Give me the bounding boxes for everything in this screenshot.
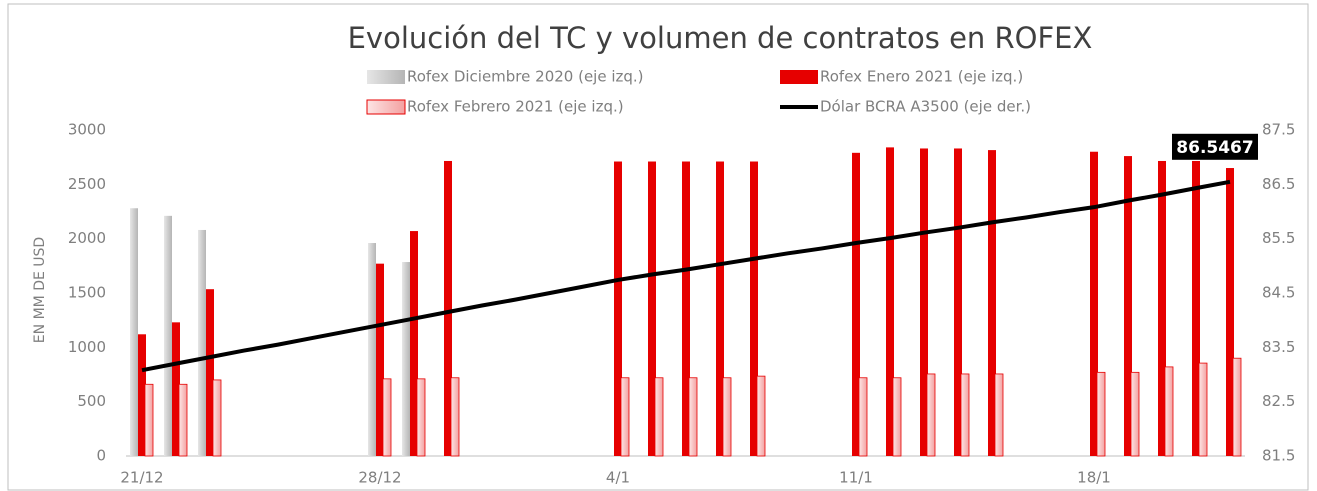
bar — [410, 231, 418, 456]
y-tick-label: 2500 — [68, 175, 106, 193]
y2-tick-label: 87.5 — [1262, 121, 1295, 139]
data-label: 86.5467 — [1176, 138, 1253, 158]
x-tick-label: 21/12 — [120, 469, 163, 487]
line — [141, 179, 1231, 373]
legend-swatch — [366, 99, 406, 115]
legend-swatch — [780, 70, 818, 84]
bar — [960, 373, 970, 457]
bar — [614, 161, 622, 456]
legend-label: Rofex Diciembre 2020 (eje izq.) — [407, 68, 644, 86]
y-tick-label: 0 — [96, 447, 106, 465]
bar — [954, 148, 962, 456]
bar — [1096, 371, 1106, 457]
bar — [722, 377, 732, 457]
legend-label: Rofex Enero 2021 (eje izq.) — [820, 68, 1023, 86]
bar — [444, 160, 452, 456]
bar — [402, 262, 410, 456]
bar — [886, 147, 894, 457]
bar — [648, 161, 656, 456]
bar — [688, 377, 698, 457]
y2-tick-label: 85.5 — [1262, 229, 1295, 247]
y2-tick-label: 84.5 — [1262, 284, 1295, 302]
bar — [920, 148, 928, 456]
bar — [416, 378, 426, 457]
bar — [926, 373, 936, 457]
bar — [1232, 357, 1242, 457]
bar — [138, 334, 146, 456]
x-tick-label: 11/1 — [839, 469, 873, 487]
bar — [212, 379, 222, 457]
x-tick-label: 4/1 — [606, 469, 630, 487]
legend-label: Rofex Febrero 2021 (eje izq.) — [407, 98, 624, 116]
bar — [198, 229, 206, 456]
bar — [206, 289, 214, 456]
y2-tick-label: 83.5 — [1262, 338, 1295, 356]
bar — [164, 215, 172, 456]
y-axis-label: EN MM DE USD — [32, 237, 48, 343]
y-tick-label: 2000 — [68, 229, 106, 247]
x-tick-label: 28/12 — [358, 469, 401, 487]
data-label-box — [1172, 133, 1258, 160]
y-tick-label: 500 — [77, 392, 106, 410]
bar — [1164, 366, 1174, 457]
bar — [172, 322, 180, 456]
bar — [382, 378, 392, 457]
x-tick-label: 18/1 — [1077, 469, 1111, 487]
bar — [1192, 160, 1200, 456]
bar — [994, 373, 1004, 457]
bar — [756, 375, 766, 457]
legend-swatch — [367, 70, 405, 84]
bar — [620, 377, 630, 457]
bar — [130, 208, 138, 456]
y-tick-label: 1000 — [68, 338, 106, 356]
y2-tick-label: 81.5 — [1262, 447, 1295, 465]
bar — [682, 161, 690, 456]
y-tick-label: 1500 — [68, 284, 106, 302]
bar — [450, 377, 460, 457]
bar — [376, 263, 384, 456]
bar — [368, 243, 376, 456]
legend-label: Dólar BCRA A3500 (eje der.) — [820, 98, 1031, 116]
y-tick-label: 3000 — [68, 121, 106, 139]
bar — [178, 383, 188, 457]
bar — [988, 150, 996, 456]
bar — [654, 377, 664, 457]
bar — [852, 152, 860, 456]
bar — [892, 377, 902, 457]
y2-tick-label: 86.5 — [1262, 175, 1295, 193]
bar — [1226, 168, 1234, 457]
bar — [1090, 151, 1098, 456]
bar — [858, 377, 868, 457]
bar — [1158, 160, 1166, 456]
bar — [1198, 362, 1208, 457]
chart-title: Evolución del TC y volumen de contratos … — [348, 21, 1093, 55]
bar — [716, 161, 724, 456]
bar — [144, 383, 154, 457]
bar — [750, 161, 758, 456]
bar — [1130, 371, 1140, 457]
y2-tick-label: 82.5 — [1262, 392, 1295, 410]
bar — [1124, 156, 1132, 456]
